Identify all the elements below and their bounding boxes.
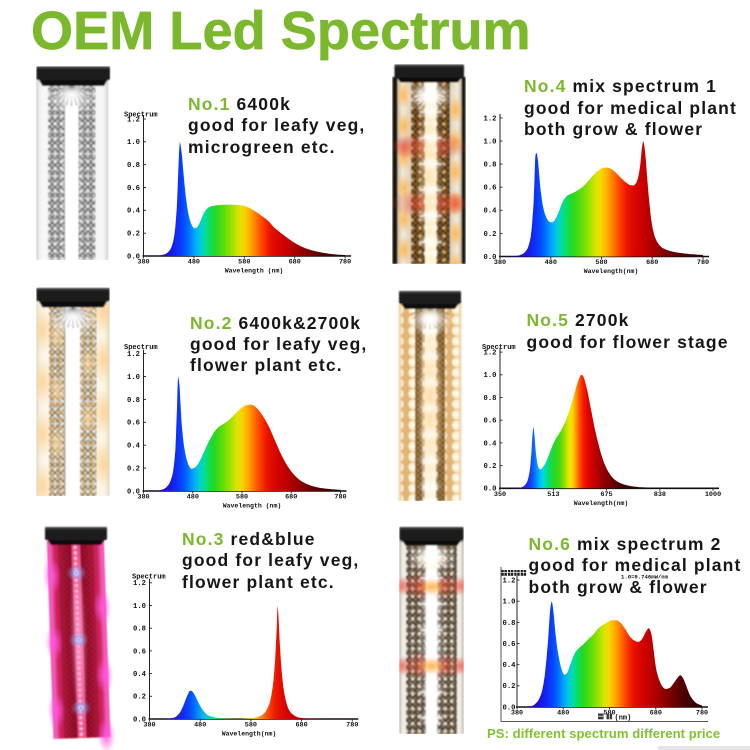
svg-text:580: 580 (245, 722, 257, 730)
svg-text:380: 380 (143, 722, 155, 730)
svg-text:0.6: 0.6 (484, 185, 497, 193)
svg-text:780: 780 (696, 710, 708, 718)
svg-text:480: 480 (545, 259, 557, 267)
svg-text:0.6: 0.6 (127, 420, 140, 428)
svg-text:0.0: 0.0 (127, 488, 140, 496)
svg-text:480: 480 (188, 259, 200, 267)
svg-text:480: 480 (187, 494, 199, 502)
svg-text:1.2: 1.2 (484, 350, 497, 358)
svg-text:380: 380 (511, 710, 523, 718)
svg-text:675: 675 (600, 491, 612, 499)
svg-text:0.0: 0.0 (484, 486, 497, 494)
svg-text:580: 580 (238, 259, 250, 267)
svg-text:0.4: 0.4 (484, 440, 498, 448)
svg-text:Wavelength(nm): Wavelength(nm) (222, 731, 277, 738)
svg-text:0.2: 0.2 (133, 694, 146, 702)
svg-text:0.2: 0.2 (503, 683, 516, 691)
svg-text:380: 380 (137, 259, 149, 267)
svg-text:0.0: 0.0 (127, 253, 140, 261)
svg-text:780: 780 (339, 259, 351, 267)
svg-text:Wavelength (nm): Wavelength (nm) (225, 268, 284, 275)
svg-text:0.2: 0.2 (484, 231, 497, 239)
svg-text:0.6: 0.6 (484, 418, 497, 426)
svg-text:Wavelength(nm): Wavelength(nm) (574, 500, 629, 507)
svg-text:0.8: 0.8 (133, 626, 146, 634)
svg-text:380: 380 (494, 259, 506, 267)
svg-text:0.4: 0.4 (503, 662, 517, 670)
svg-text:0.6: 0.6 (503, 641, 516, 649)
svg-text:1.0: 1.0 (503, 599, 516, 607)
svg-text:Spectrum: Spectrum (482, 344, 516, 352)
svg-text:0.0: 0.0 (484, 254, 497, 262)
svg-text:580: 580 (236, 494, 248, 502)
svg-text:0.4: 0.4 (127, 208, 141, 216)
svg-text:0.4: 0.4 (127, 443, 141, 451)
svg-text:1.2: 1.2 (133, 580, 146, 588)
svg-text:838: 838 (654, 491, 666, 499)
svg-text:1.2: 1.2 (127, 116, 140, 124)
svg-text:0.8: 0.8 (484, 162, 497, 170)
svg-text:1.2: 1.2 (127, 351, 140, 359)
svg-text:0.4: 0.4 (133, 671, 147, 679)
svg-text:1.0: 1.0 (127, 139, 140, 147)
svg-text:1.0: 1.0 (484, 372, 497, 380)
svg-text:350: 350 (494, 491, 506, 499)
svg-text:0.8: 0.8 (484, 395, 497, 403)
svg-text:0.8: 0.8 (127, 162, 140, 170)
svg-text:Wavelength(nm): Wavelength(nm) (584, 268, 639, 275)
svg-text:480: 480 (557, 710, 569, 718)
svg-text:1000: 1000 (705, 491, 721, 499)
svg-text:0.2: 0.2 (127, 231, 140, 239)
svg-text:780: 780 (346, 722, 358, 730)
svg-text:1.0: 1.0 (133, 603, 146, 611)
svg-text:0.0: 0.0 (503, 704, 516, 712)
svg-text:680: 680 (650, 710, 662, 718)
svg-text:780: 780 (697, 259, 709, 267)
svg-text:0.6: 0.6 (127, 185, 140, 193)
svg-text:Spectrum: Spectrum (124, 344, 158, 352)
svg-text:1.0=9.746mW/nm: 1.0=9.746mW/nm (621, 574, 669, 581)
svg-text:480: 480 (194, 722, 206, 730)
svg-text:0.0: 0.0 (133, 716, 146, 724)
svg-text:Spectrum: Spectrum (124, 112, 158, 120)
svg-text:680: 680 (646, 259, 658, 267)
svg-text:580: 580 (595, 259, 607, 267)
svg-text:0.2: 0.2 (484, 463, 497, 471)
svg-text:0.4: 0.4 (484, 208, 498, 216)
svg-text:0.6: 0.6 (133, 648, 146, 656)
svg-text:680: 680 (295, 722, 307, 730)
svg-text:0.8: 0.8 (127, 397, 140, 405)
svg-text:1.0: 1.0 (127, 374, 140, 382)
svg-text:1.0: 1.0 (484, 138, 497, 146)
svg-text:0.8: 0.8 (503, 620, 516, 628)
svg-text:513: 513 (547, 491, 559, 499)
svg-text:1.2: 1.2 (484, 115, 497, 123)
svg-text:(nm): (nm) (615, 714, 632, 722)
svg-text:0.2: 0.2 (127, 466, 140, 474)
svg-text:Wavelength (nm): Wavelength (nm) (223, 503, 282, 510)
svg-text:680: 680 (285, 494, 297, 502)
svg-text:680: 680 (289, 259, 301, 267)
svg-text:380: 380 (137, 494, 149, 502)
svg-text:780: 780 (334, 494, 346, 502)
svg-text:Spectrum: Spectrum (132, 574, 166, 582)
svg-text:1.2: 1.2 (503, 577, 516, 585)
